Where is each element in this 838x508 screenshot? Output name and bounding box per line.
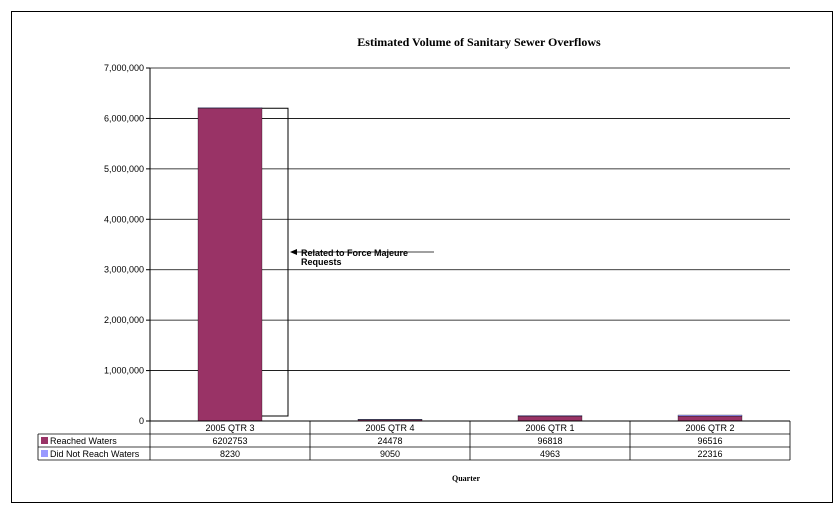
y-tick-label: 5,000,000 <box>104 164 144 174</box>
annotation-bracket <box>262 107 289 417</box>
bar-reached-4 <box>677 415 743 422</box>
data-table: 2005 QTR 3 2005 QTR 4 2006 QTR 1 2006 QTR 2… <box>37 421 791 461</box>
annotation-text-line1: Related to Force Majeure <box>301 248 408 258</box>
y-tick-label: 0 <box>139 416 144 426</box>
bar-not-reached-1 <box>197 107 263 109</box>
data-label: 96818 <box>537 436 562 446</box>
data-label: 22316 <box>697 449 722 459</box>
bar-reached-3 <box>517 415 583 422</box>
bar-not-reached-3 <box>517 415 583 417</box>
x-tick-label: 2005 QTR 4 <box>365 423 414 433</box>
data-label: 8230 <box>220 449 240 459</box>
legend-label: Reached Waters <box>50 436 117 446</box>
data-label: 24478 <box>377 436 402 446</box>
bars <box>197 107 743 422</box>
data-label: 96516 <box>697 436 722 446</box>
x-tick-label: 2006 QTR 1 <box>525 423 574 433</box>
force-majeure-annotation: Related to Force Majeure Requests <box>262 107 434 417</box>
x-tick-label: 2006 QTR 2 <box>685 423 734 433</box>
y-tick-label: 4,000,000 <box>104 214 144 224</box>
annotation-text-line2: Requests <box>301 257 342 267</box>
legend-label: Did Not Reach Waters <box>50 449 140 459</box>
x-axis-title: Quarter <box>452 474 480 483</box>
data-label: 9050 <box>380 449 400 459</box>
y-tick-label: 6,000,000 <box>104 113 144 123</box>
y-tick-label: 7,000,000 <box>104 63 144 73</box>
legend-swatch-reached <box>41 437 48 444</box>
bar-not-reached-4 <box>677 414 743 417</box>
chart-title: Estimated Volume of Sanitary Sewer Overf… <box>357 35 601 49</box>
y-tick-label: 2,000,000 <box>104 315 144 325</box>
y-tick-label: 1,000,000 <box>104 366 144 376</box>
bar-reached-1 <box>197 108 263 422</box>
data-label: 6202753 <box>212 436 247 446</box>
data-label: 4963 <box>540 449 560 459</box>
annotation-arrowhead <box>290 249 297 255</box>
bar-not-reached-2 <box>357 419 423 420</box>
y-tick-label: 3,000,000 <box>104 265 144 275</box>
legend-swatch-not-reached <box>41 450 48 457</box>
x-tick-label: 2005 QTR 3 <box>205 423 254 433</box>
